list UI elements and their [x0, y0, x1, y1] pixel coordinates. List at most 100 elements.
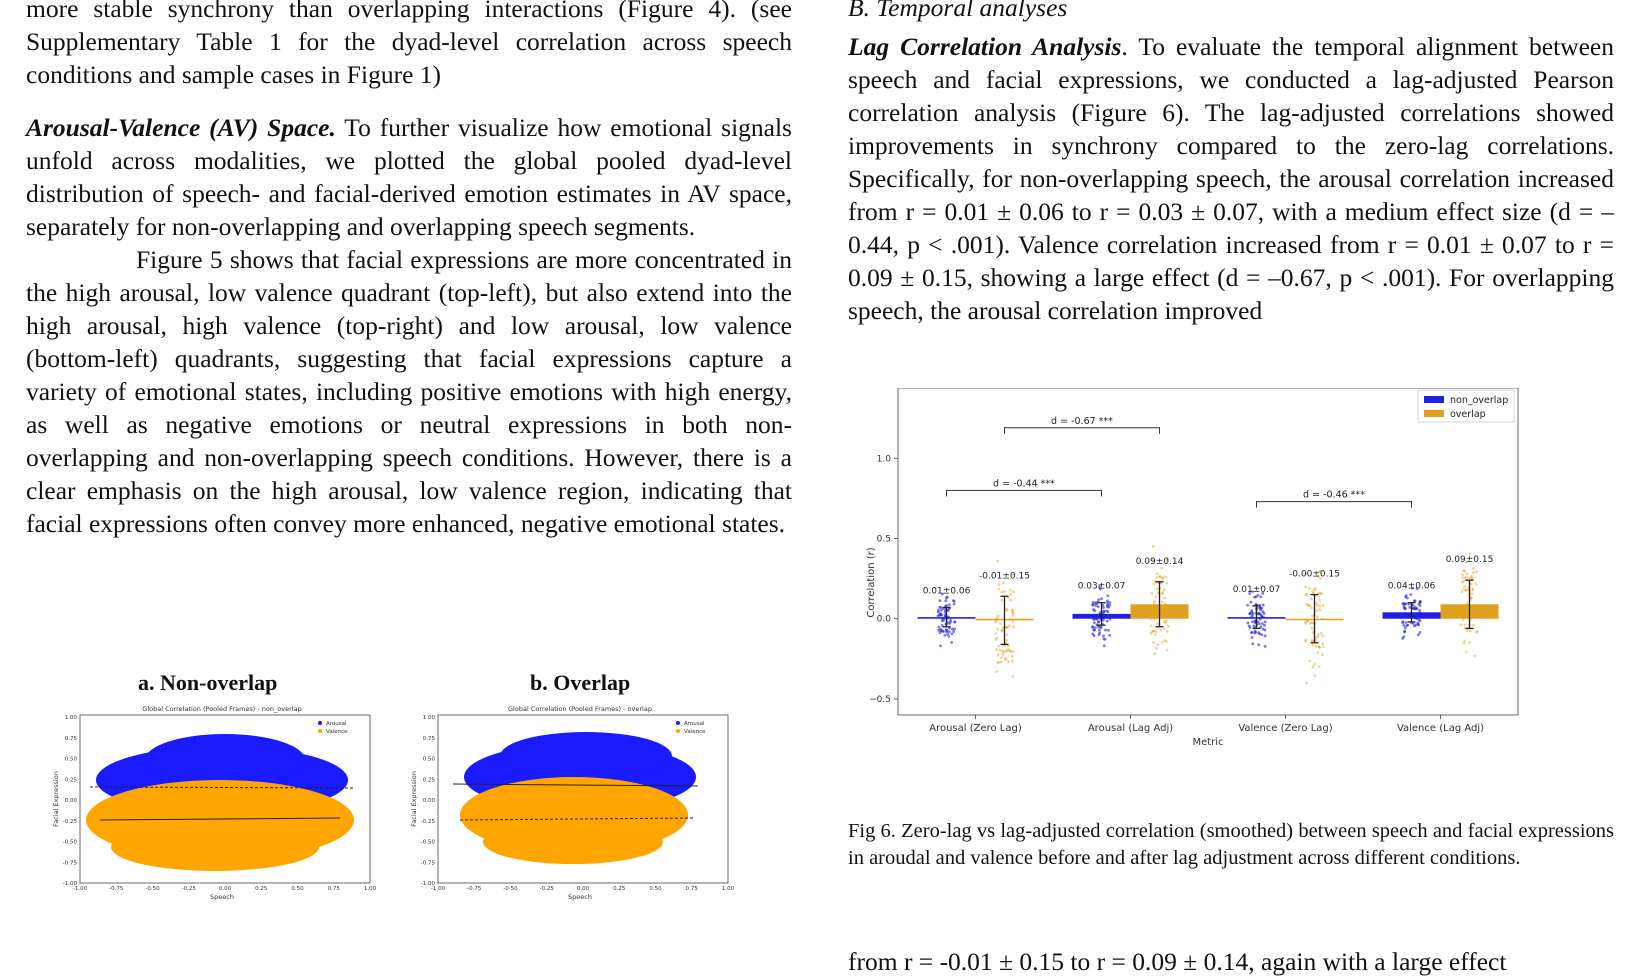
legend-arousal-a: Arousal: [326, 721, 347, 727]
data-point: [1313, 587, 1317, 590]
data-point: [1254, 595, 1258, 599]
data-point: [939, 609, 943, 612]
data-point: [994, 632, 998, 635]
data-point: [949, 618, 953, 622]
data-point: [1093, 609, 1097, 613]
data-point: [1097, 620, 1100, 623]
data-point: [1000, 628, 1004, 632]
data-point: [1469, 596, 1473, 600]
data-point: [1315, 609, 1319, 613]
data-point: [1259, 608, 1263, 612]
data-point: [1152, 641, 1155, 644]
data-point: [1469, 596, 1473, 599]
data-point: [1471, 588, 1475, 592]
jitter-points-non_overlap: [1091, 585, 1112, 648]
data-point: [995, 616, 999, 620]
data-point: [1001, 650, 1005, 654]
data-point: [1463, 623, 1467, 627]
data-point: [1318, 591, 1322, 595]
panel-b-title: Global Correlation (Pooled Frames) - ove…: [508, 705, 652, 713]
data-point: [950, 641, 954, 644]
bar-value-label: 0.03±0.07: [1078, 582, 1126, 592]
data-point: [1472, 615, 1475, 619]
data-point: [1102, 644, 1106, 648]
data-point: [1091, 602, 1095, 606]
data-point: [1156, 643, 1160, 647]
y-tick-label: 0.50: [65, 757, 78, 763]
x-tick-label: 0.50: [649, 886, 662, 892]
data-point: [1152, 601, 1156, 605]
data-point: [1108, 633, 1111, 637]
data-point: [1257, 643, 1261, 647]
data-point: [1304, 620, 1308, 623]
data-point: [1005, 649, 1009, 652]
data-point: [1462, 569, 1466, 573]
data-point: [994, 619, 998, 623]
data-point: [1097, 585, 1101, 589]
y-tick-label: -1.00: [421, 881, 436, 887]
data-point: [1409, 593, 1413, 597]
x-tick-label: -0.75: [109, 886, 124, 892]
data-point: [1097, 598, 1101, 602]
data-point: [1418, 630, 1422, 634]
data-point: [1470, 592, 1474, 596]
data-point: [1466, 601, 1470, 605]
data-point: [1468, 576, 1471, 580]
paragraph-continuation: from r = -0.01 ± 0.15 to r = 0.09 ± 0.14…: [848, 947, 1507, 976]
y-tick-label: −0.5: [869, 695, 891, 705]
data-point: [1318, 608, 1322, 612]
data-point: [1162, 588, 1166, 592]
data-point: [1163, 621, 1167, 625]
data-point: [1321, 645, 1325, 649]
data-point: [1102, 606, 1105, 609]
data-point: [1304, 638, 1308, 642]
data-point: [1416, 633, 1420, 637]
data-point: [938, 599, 942, 603]
data-point: [996, 653, 1000, 657]
data-point: [1403, 629, 1406, 633]
data-point: [1462, 605, 1466, 609]
data-point: [1319, 592, 1323, 595]
x-tick-label: -0.75: [467, 886, 482, 892]
panel-a-title: Global Correlation (Pooled Frames) - non…: [142, 705, 301, 713]
panel-b-valence-cloud: [460, 777, 688, 864]
data-point: [1008, 649, 1012, 653]
data-point: [1418, 604, 1422, 608]
y-tick-label: 0.25: [65, 777, 78, 783]
data-point: [1011, 675, 1015, 678]
data-point: [999, 660, 1003, 664]
data-point: [997, 583, 1001, 587]
data-point: [1149, 624, 1153, 628]
data-point: [1156, 622, 1159, 626]
data-point: [997, 644, 1001, 648]
data-point: [998, 648, 1002, 652]
data-point: [995, 648, 999, 652]
data-point: [1476, 613, 1480, 617]
data-point: [1010, 608, 1014, 612]
data-point: [1316, 574, 1320, 578]
data-point: [1321, 617, 1324, 621]
data-point: [1403, 626, 1407, 630]
data-point: [1001, 626, 1005, 629]
data-point: [1161, 577, 1165, 581]
y-tick-label: 0.50: [423, 757, 436, 763]
data-point: [1008, 618, 1012, 621]
data-point: [1408, 605, 1412, 609]
data-point: [1163, 639, 1166, 643]
data-point: [941, 629, 944, 633]
panel-a-valence-cloud: [86, 780, 354, 871]
data-point: [1472, 609, 1476, 612]
data-point: [1263, 644, 1267, 648]
y-tick-label: 0.75: [423, 736, 436, 742]
y-tick-label: 0.5: [877, 534, 891, 544]
data-point: [1304, 572, 1308, 575]
data-point: [1473, 605, 1476, 609]
data-point: [1011, 608, 1015, 612]
x-tick-label: -0.50: [145, 886, 160, 892]
data-point: [1152, 629, 1156, 633]
data-point: [1417, 623, 1420, 627]
bar-value-label: 0.04±0.06: [1388, 582, 1436, 592]
y-tick-label: -0.50: [421, 840, 436, 846]
legend-swatch: [1424, 396, 1444, 403]
